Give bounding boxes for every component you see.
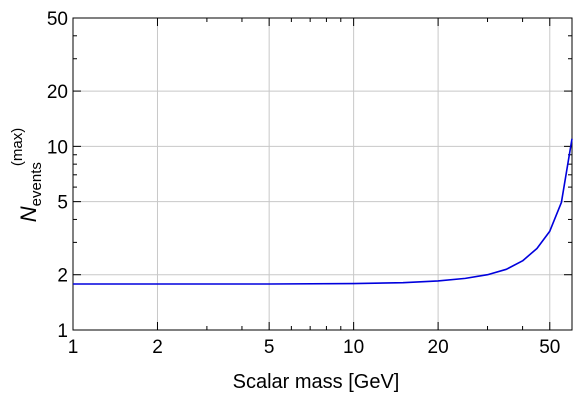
y-axis-label: Nevents(max) [9, 128, 45, 222]
x-axis-label: Scalar mass [GeV] [233, 371, 400, 393]
x-tick-label: 1 [68, 337, 79, 358]
y-tick-label: 10 [47, 137, 68, 158]
series-group [73, 138, 573, 285]
x-tick-label: 5 [264, 337, 275, 358]
y-tick-label: 20 [47, 82, 68, 103]
y-tick-label: 1 [57, 321, 68, 342]
y-axis-label-sub: events [28, 162, 45, 206]
y-axis-label-main: N [16, 206, 41, 222]
grid [73, 18, 572, 330]
major-ticks [72, 17, 572, 331]
y-tick-label: 5 [57, 193, 68, 214]
x-tick-labels: 1 2 5 10 20 50 [68, 337, 561, 358]
y-tick-label: 50 [47, 9, 68, 30]
x-tick-label: 20 [428, 337, 449, 358]
series-line [73, 138, 573, 285]
x-tick-label: 50 [539, 337, 560, 358]
y-tick-labels: 1 2 5 10 20 50 [47, 9, 68, 342]
x-tick-label: 2 [152, 337, 163, 358]
plot-frame [72, 17, 573, 331]
x-tick-label: 10 [343, 337, 364, 358]
y-tick-label: 2 [57, 266, 68, 287]
y-axis-label-sup: (max) [9, 128, 26, 166]
